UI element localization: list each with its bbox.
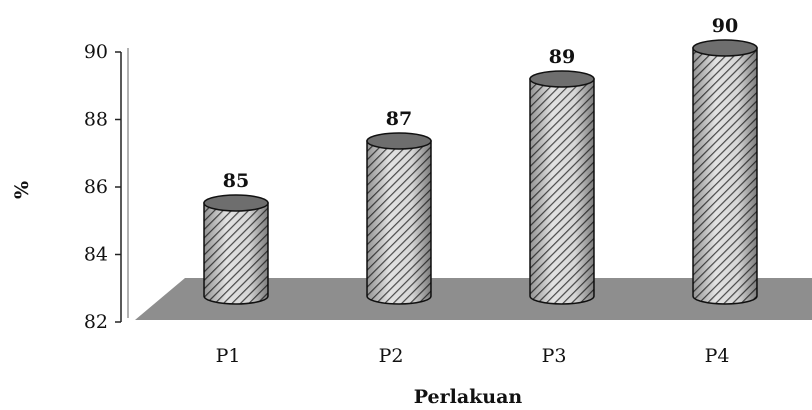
bar-top <box>203 194 269 212</box>
bar-top <box>529 70 595 88</box>
y-tick-label: 86 <box>84 176 108 198</box>
y-axis-ticks: 82 84 86 88 90 <box>84 41 121 333</box>
y-tick-label: 84 <box>84 244 108 266</box>
bar-shading <box>693 48 757 304</box>
data-label: 89 <box>549 46 575 68</box>
y-tick-label: 88 <box>84 109 108 131</box>
bar-series: 85 87 89 90 <box>203 15 758 305</box>
bar-top <box>366 132 432 150</box>
bar-top <box>692 39 758 57</box>
x-axis-title: Perlakuan <box>414 386 523 408</box>
x-tick-label: P2 <box>379 345 404 367</box>
bar-p3 <box>529 70 595 305</box>
x-tick-label: P1 <box>216 345 241 367</box>
bar-shading <box>530 79 594 304</box>
chart-floor <box>135 278 812 320</box>
x-tick-label: P4 <box>705 345 730 367</box>
bar-shading <box>367 141 431 304</box>
y-axis-title: % <box>11 181 33 199</box>
data-label: 90 <box>712 15 738 37</box>
x-tick-label: P3 <box>542 345 567 367</box>
data-label: 85 <box>223 170 249 192</box>
y-tick-label: 90 <box>84 41 108 63</box>
bar-shading <box>204 203 268 304</box>
y-tick-label: 82 <box>84 311 108 333</box>
x-axis-tick-labels: P1 P2 P3 P4 <box>216 345 730 367</box>
bar-p1 <box>203 194 269 305</box>
bar-p4 <box>692 39 758 305</box>
bar-p2 <box>366 132 432 305</box>
data-label: 87 <box>386 108 412 130</box>
